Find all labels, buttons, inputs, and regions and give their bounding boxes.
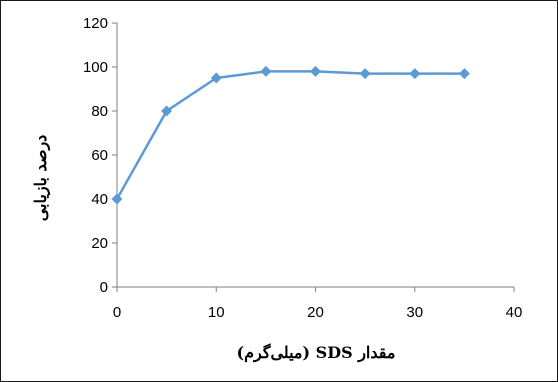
y-tick-label: 0 xyxy=(100,279,108,296)
y-tick-label: 120 xyxy=(83,15,108,32)
data-point-marker xyxy=(310,65,321,77)
axes: 0 20 40 60 80 100 120 0 10 20 30 40 xyxy=(83,15,522,321)
x-tick-label: 0 xyxy=(113,304,121,321)
y-tick-label: 80 xyxy=(91,103,108,120)
x-tick-label: 20 xyxy=(307,304,324,321)
x-tick-label: 40 xyxy=(506,304,523,321)
data-point-marker xyxy=(111,193,123,205)
x-tick-label: 10 xyxy=(208,304,225,321)
y-axis-title: درصد بازیابی xyxy=(31,135,51,222)
data-point-marker xyxy=(409,68,421,80)
series-layer xyxy=(111,65,470,205)
y-tick-label: 40 xyxy=(91,191,108,208)
data-point-marker xyxy=(359,68,371,80)
data-point-marker xyxy=(210,72,222,84)
x-tick-label: 30 xyxy=(406,304,423,321)
series-line xyxy=(115,70,465,200)
data-point-marker xyxy=(161,105,173,117)
data-point-marker xyxy=(458,68,470,80)
x-axis-title: مقدار SDS (میلی‌گرم) xyxy=(237,343,396,363)
y-tick-label: 60 xyxy=(91,147,108,164)
data-point-marker xyxy=(260,65,272,77)
y-tick-label: 100 xyxy=(83,59,108,76)
y-tick-label: 20 xyxy=(91,235,108,252)
